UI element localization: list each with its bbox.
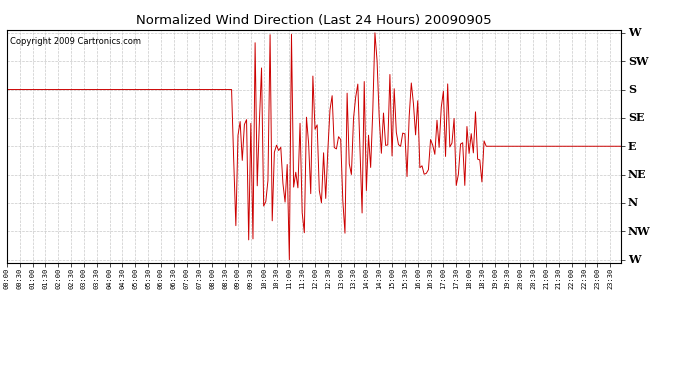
Title: Normalized Wind Direction (Last 24 Hours) 20090905: Normalized Wind Direction (Last 24 Hours… xyxy=(136,15,492,27)
Text: Copyright 2009 Cartronics.com: Copyright 2009 Cartronics.com xyxy=(10,37,141,46)
